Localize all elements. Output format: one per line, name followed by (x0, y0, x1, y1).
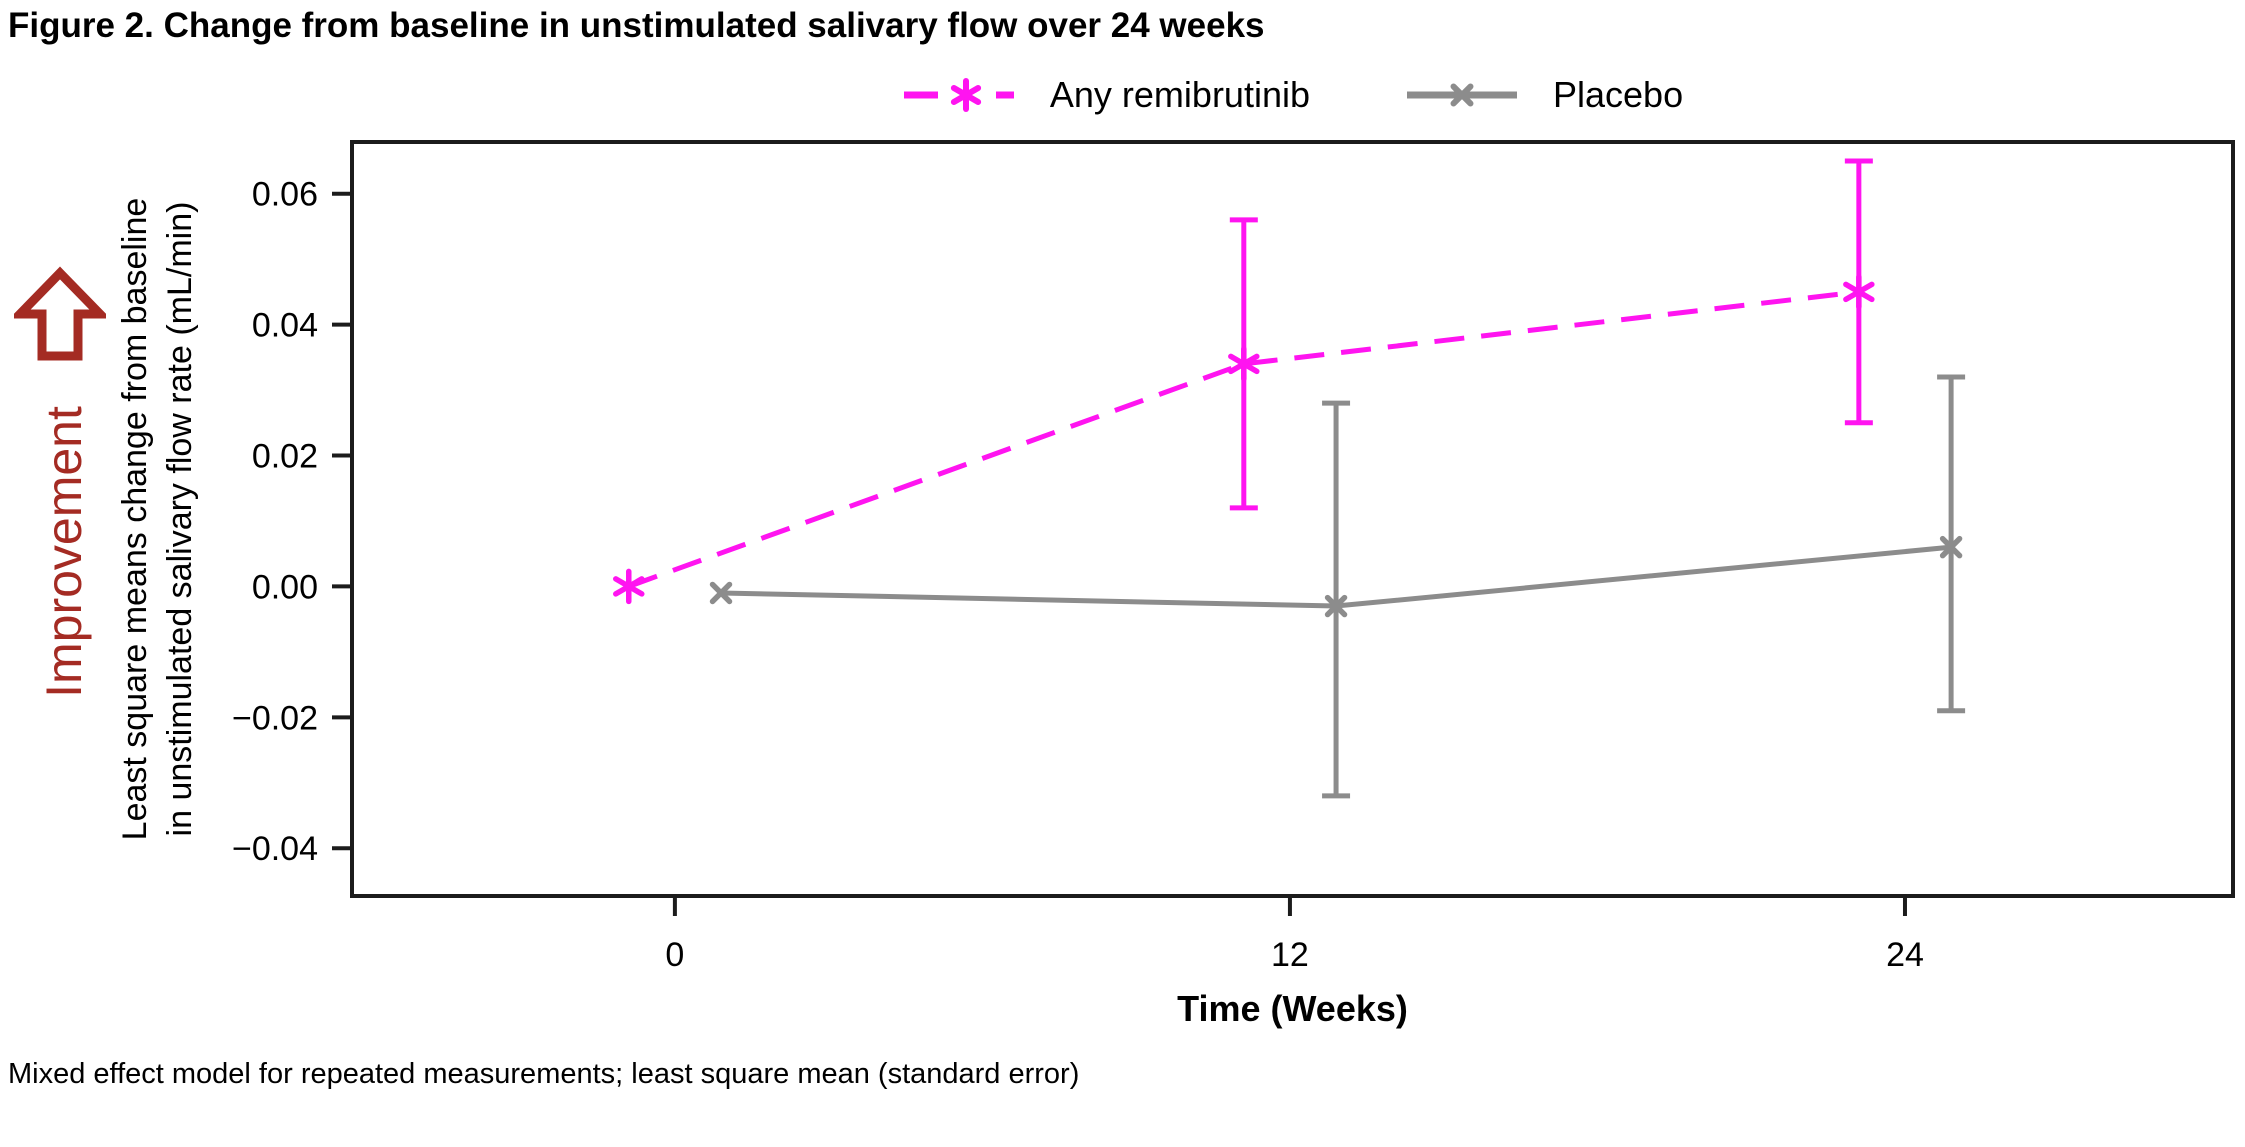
y-axis-title-line-1: Least square means change from baseline (116, 197, 155, 841)
legend-label-any-remibrutinib: Any remibrutinib (1049, 74, 1310, 115)
improvement-label: Improvement (36, 406, 92, 698)
improvement-up-arrow-icon (14, 266, 106, 361)
x-tick-label: 12 (1271, 936, 1309, 974)
remibrutinib-line-sample-icon (903, 78, 1014, 112)
asterisk-marker-icon (1843, 281, 1875, 303)
legend: Any remibrutinib Placebo (352, 74, 2233, 116)
legend-label-placebo: Placebo (1553, 74, 1684, 115)
y-axis-title: Least square means change from baseline … (113, 198, 203, 841)
y-tick-label: −0.02 (232, 699, 318, 737)
series-any-remibrutinib (613, 158, 1875, 605)
x-marker-icon (1939, 535, 1963, 559)
y-tick-label: 0.06 (252, 176, 318, 214)
footnote: Mixed effect model for repeated measurem… (8, 1058, 1080, 1090)
asterisk-marker-icon (613, 576, 645, 597)
x-axis-title: Time (Weeks) (1177, 988, 1408, 1029)
placebo-line-sample-icon (1407, 83, 1517, 107)
y-tick-label: −0.04 (232, 830, 318, 868)
x-tick-label: 0 (665, 936, 684, 974)
x-marker-icon (709, 581, 733, 605)
legend-item-any-remibrutinib: Any remibrutinib (902, 74, 1310, 116)
plot-border (350, 140, 2235, 898)
y-tick-label: 0.00 (252, 568, 318, 606)
y-tick-label: 0.04 (252, 307, 318, 345)
y-axis-title-line-2: in unstimulated salivary flow rate (mL/m… (161, 201, 199, 837)
x-marker-icon (1324, 594, 1348, 618)
x-tick-label: 24 (1886, 936, 1924, 974)
asterisk-marker-icon (1228, 353, 1260, 375)
series-placebo (709, 374, 1966, 799)
y-tick-label: 0.02 (252, 438, 318, 476)
figure-title: Figure 2. Change from baseline in unstim… (8, 6, 1265, 45)
legend-item-placebo: Placebo (1405, 74, 1683, 116)
